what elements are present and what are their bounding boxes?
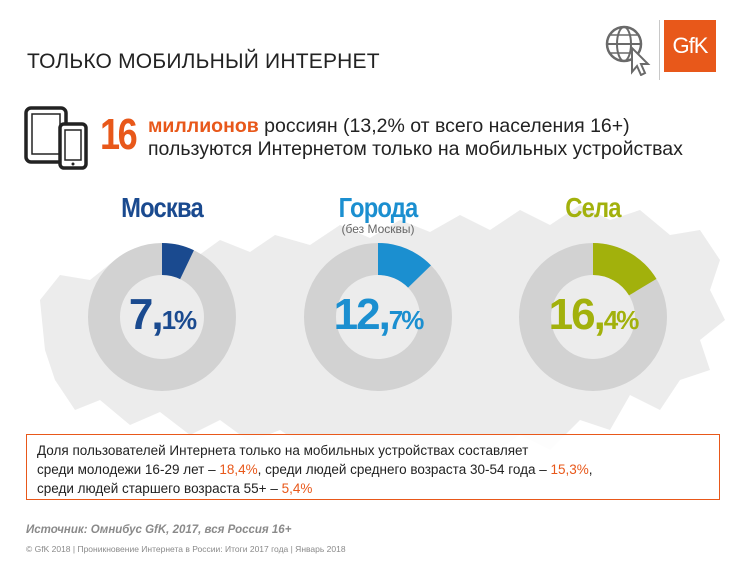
donut-cities — [304, 243, 452, 391]
label-cities: Города — [338, 192, 419, 223]
value-villages: 16,4% — [518, 290, 668, 340]
info-value-middle: 15,3% — [550, 462, 589, 477]
info-line2-text-a: среди молодежи 16-29 лет – — [37, 462, 220, 477]
info-line3-text-a: среди людей старшего возраста 55+ – — [37, 481, 282, 496]
value-moscow: 7,1% — [87, 290, 237, 340]
headline-highlight: миллионов — [148, 115, 259, 137]
donut-villages — [519, 243, 667, 391]
globe-cursor-icon — [605, 25, 651, 76]
info-line3: среди людей старшего возраста 55+ – 5,4% — [37, 479, 709, 498]
value-cities: 12,7% — [303, 290, 453, 340]
donut-moscow — [88, 243, 236, 391]
info-value-youth: 18,4% — [219, 462, 258, 477]
source-note: Источник: Омнибус GfK, 2017, вся Россия … — [26, 524, 292, 536]
headline-line2: пользуются Интернетом только на мобильны… — [148, 138, 683, 160]
donut-segment-cities — [378, 243, 431, 288]
headline-number: 16 — [100, 110, 138, 159]
label-cities-sub: (без Москвы) — [341, 222, 415, 236]
info-line2-text-c: , — [588, 462, 593, 477]
info-box: Доля пользователей Интернета только на м… — [26, 434, 720, 500]
info-line2-text-b: , среди людей среднего возраста 30-54 го… — [257, 462, 551, 477]
value-villages-major: 16, — [548, 290, 606, 339]
page-title: ТОЛЬКО МОБИЛЬНЫЙ ИНТЕРНЕТ — [27, 50, 380, 73]
info-line2: среди молодежи 16-29 лет – 18,4%, среди … — [37, 460, 709, 479]
info-line1: Доля пользователей Интернета только на м… — [37, 443, 529, 458]
value-cities-minor: 7% — [388, 305, 425, 335]
label-villages: Села — [565, 192, 621, 223]
label-moscow: Москва — [121, 192, 204, 223]
value-moscow-minor: 1% — [161, 305, 198, 335]
footer-text: © GfK 2018 | Проникновение Интернета в Р… — [26, 544, 346, 554]
logo-divider — [659, 20, 660, 80]
value-moscow-major: 7, — [128, 290, 164, 339]
value-villages-minor: 4% — [603, 305, 640, 335]
donut-segment-villages — [593, 243, 657, 296]
headline-text: миллионов россиян (13,2% от всего населе… — [148, 115, 683, 161]
devices-icon — [24, 106, 88, 170]
donut-segment-moscow — [162, 243, 194, 280]
gfk-logo: GfK — [664, 20, 716, 72]
headline-line1: россиян (13,2% от всего населения 16+) — [258, 115, 630, 137]
value-cities-major: 12, — [333, 290, 391, 339]
info-value-senior: 5,4% — [281, 481, 313, 496]
